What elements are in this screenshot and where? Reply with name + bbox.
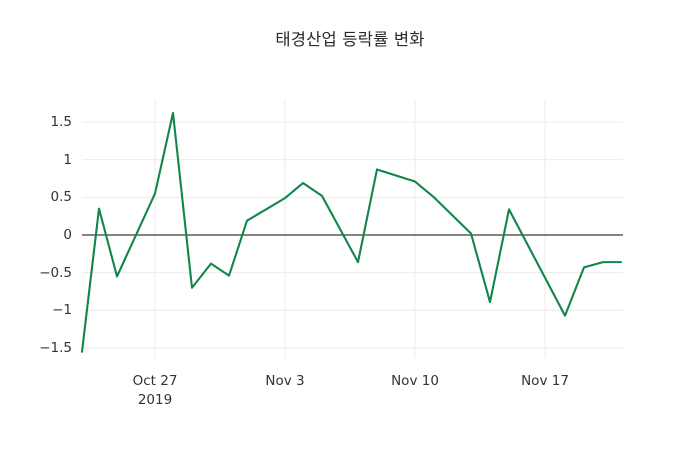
- y-tick-label: −1: [52, 302, 72, 319]
- y-tick-label: 0.5: [50, 189, 72, 206]
- x-gridlines: [154, 100, 546, 358]
- x-tick-label: Nov 17: [521, 373, 569, 389]
- x-tick-label: Nov 3: [265, 373, 304, 389]
- x-tick-label: Oct 27 2019: [133, 373, 178, 408]
- x-tick-label-primary: Oct 27: [132, 373, 178, 389]
- y-tick-label: 1: [63, 151, 72, 168]
- chart-title: 태경산업 등락률 변화: [275, 30, 425, 49]
- x-tick-label-year: 2019: [137, 392, 173, 408]
- gridlines: [82, 121, 623, 349]
- x-tick-label-primary: Nov 3: [265, 373, 305, 389]
- y-tick-label: −1.5: [39, 339, 72, 356]
- x-tick-label-primary: Nov 10: [391, 373, 439, 389]
- x-tick-label: Nov 10: [391, 373, 439, 389]
- y-tick-label: 0: [63, 227, 72, 243]
- series-line: [80, 111, 623, 353]
- y-tick-label: −0.5: [39, 264, 72, 281]
- y-tick-label: 1.5: [50, 114, 72, 130]
- x-tick-label-primary: Nov 17: [521, 373, 569, 389]
